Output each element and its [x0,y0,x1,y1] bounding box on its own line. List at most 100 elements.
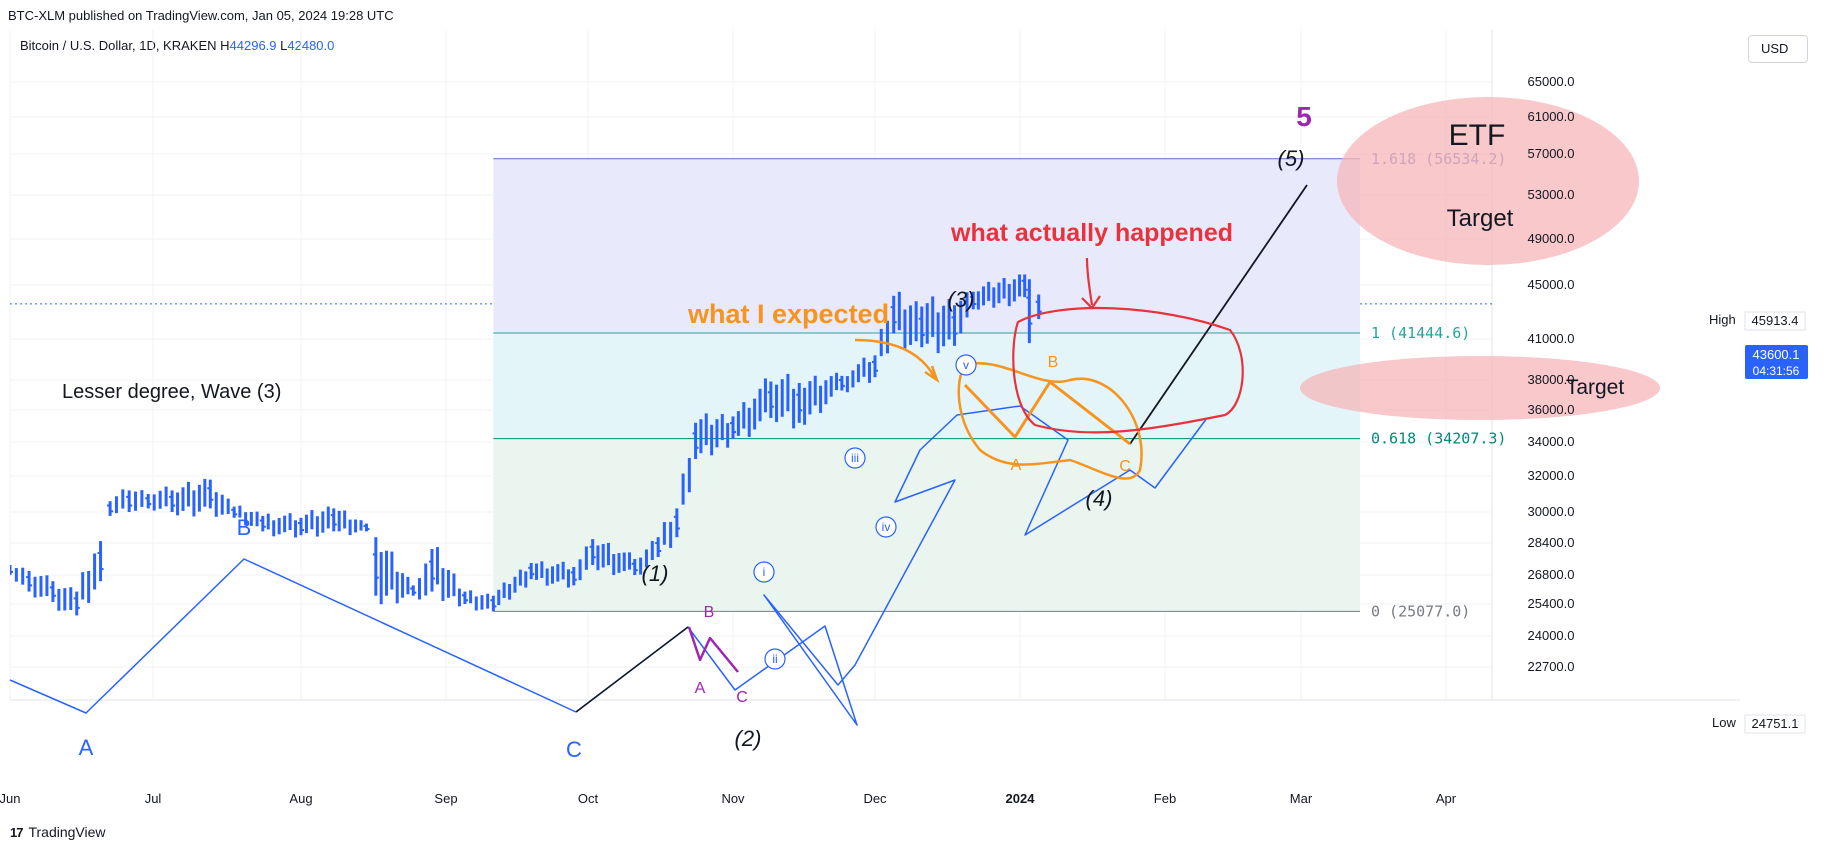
etf-target-ellipse [1337,97,1639,265]
price-axis[interactable]: 65000.0 61000.0 57000.0 53000.0 49000.0 45000… [1528,74,1809,734]
y-tick-label: 22700.0 [1528,659,1575,674]
high-value: 44296.9 [229,38,277,53]
wave-2-label: (2) [735,726,762,751]
target-ellipse [1300,356,1660,420]
roman-iv-label: iv [882,520,891,534]
y-tick-label: 65000.0 [1528,74,1575,89]
roman-v-label: v [963,358,969,372]
last-price-box [1745,345,1808,379]
low-label: L [280,38,288,53]
x-tick-label: Apr [1436,791,1457,806]
wave-a-label: A [79,735,94,760]
y-tick-label: 24000.0 [1528,628,1575,643]
wave-1-line [575,626,689,713]
wave-5-major-label: 5 [1296,101,1312,132]
high-marker-value: 45913.4 [1752,313,1799,328]
y-tick-label: 30000.0 [1528,504,1575,519]
high-marker-label: High [1709,312,1736,327]
wave-4-label: (4) [1086,486,1113,511]
y-tick-label: 36000.0 [1528,402,1575,417]
x-tick-label: 2024 [1006,791,1036,806]
y-tick-label: 53000.0 [1528,187,1575,202]
low-value: 42480.0 [287,38,335,53]
low-marker-box [1744,714,1806,734]
symbol-name: Bitcoin / U.S. Dollar, 1D, KRAKEN [20,38,217,53]
orange-a-label: A [1011,457,1022,474]
time-axis[interactable]: Jun Jul Aug Sep Oct Nov Dec 2024 Feb Mar Apr [0,791,1457,806]
roman-ii-label: ii [772,652,777,666]
brand-name: TradingView [28,824,106,840]
wave-2-abc-line [687,626,739,673]
lesser-degree-note: Lesser degree, Wave (3) [62,381,281,403]
orange-c-label: C [1119,458,1131,475]
roman-i-label-circle [753,561,775,583]
y-tick-label: 32000.0 [1528,468,1575,483]
high-marker-box [1744,311,1806,331]
roman-iii-label: iii [851,451,859,465]
etf-target-label: Target [1447,205,1514,232]
x-tick-label: Mar [1290,791,1313,806]
x-tick-label: Jun [0,791,20,806]
what-happened-note: what actually happened [950,219,1233,247]
y-tick-label: 45000.0 [1528,277,1575,292]
fib-extension: 1.618 (56534.2)1 (41444.6)0.618 (34207.3… [493,150,1506,620]
x-tick-label: Aug [289,791,312,806]
wave-2-sub-a-label: A [695,680,706,697]
wave-2-sub-c-label: C [736,689,748,706]
orange-b-label: B [1048,354,1059,371]
roman-ii-label-circle [764,648,786,670]
wave-2-sub-b-label: B [704,604,715,621]
actual-outline-shape [1012,307,1244,434]
fib-level-label: 0 (25077.0) [1371,602,1470,620]
actual-arrowhead-icon [1081,295,1101,310]
bar-countdown: 04:31:56 [1753,364,1800,378]
fib-zone-mid [493,332,1360,439]
y-tick-label: 49000.0 [1528,231,1575,246]
y-tick-label: 38000.0 [1528,372,1575,387]
expected-arrow-icon [854,338,937,379]
x-tick-label: Nov [721,791,745,806]
wave-drawings [9,97,1660,726]
footer-brand: 17 TradingView [10,824,106,840]
x-tick-label: Sep [434,791,457,806]
x-tick-label: Feb [1154,791,1176,806]
roman-v-label-circle [955,354,977,376]
expected-arrowhead-icon [924,365,940,384]
last-price-value: 43600.1 [1753,347,1800,362]
x-tick-label: Dec [863,791,887,806]
y-tick-label: 34000.0 [1528,434,1575,449]
wave-5-projection-line [1129,184,1308,445]
target-label: Target [1566,376,1625,399]
impulse-subwave-line [575,405,1208,726]
wave-c-label: C [566,737,582,762]
y-tick-label: 57000.0 [1528,146,1575,161]
fib-zone-low [493,438,1360,612]
wave-b-label: B [237,515,252,540]
fib-level-label: 0.618 (34207.3) [1371,430,1506,448]
y-tick-label: 41000.0 [1528,331,1575,346]
what-expected-note: what I expected [687,299,889,329]
y-tick-label: 61000.0 [1528,109,1575,124]
publish-caption: BTC-XLM published on TradingView.com, Ja… [8,8,394,23]
actual-arrow-icon [1085,257,1094,306]
tradingview-logo-icon: 17 [10,824,24,840]
etf-label: ETF [1449,119,1506,152]
x-tick-label: Jul [145,791,162,806]
low-marker-label: Low [1712,715,1736,730]
y-tick-label: 26800.0 [1528,567,1575,582]
abc-correction-line [9,558,577,714]
expected-wave-4-path [963,380,1131,446]
expected-outline-shape [957,362,1143,480]
fib-level-label: 1 (41444.6) [1371,324,1470,342]
roman-iv-label-circle [875,516,897,538]
wave-1-label: (1) [642,561,669,586]
price-bars [10,274,1042,616]
currency-button[interactable]: USD [1748,35,1808,63]
symbol-info[interactable]: Bitcoin / U.S. Dollar, 1D, KRAKEN H44296… [20,38,334,53]
x-tick-label: Oct [578,791,599,806]
y-tick-label: 25400.0 [1528,596,1575,611]
roman-i-label: i [763,565,766,579]
roman-iii-label-circle [844,447,866,469]
